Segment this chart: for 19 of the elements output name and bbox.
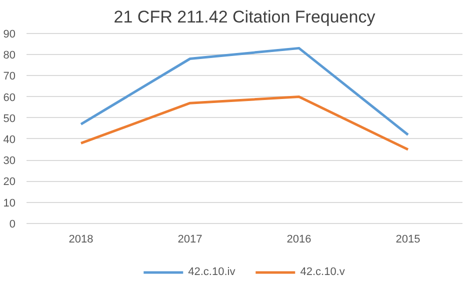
y-tick-label: 10 xyxy=(3,197,16,210)
y-tick-label: 50 xyxy=(3,112,16,125)
y-tick-label: 70 xyxy=(3,70,16,83)
y-tick-label: 60 xyxy=(3,92,16,104)
legend-label: 42.c.10.iv xyxy=(188,266,236,278)
x-tick-label: 2015 xyxy=(396,233,420,246)
legend-label: 42.c.10.v xyxy=(300,266,345,278)
y-tick-label: 0 xyxy=(9,218,16,230)
line-series xyxy=(80,96,410,151)
chart-title: 21 CFR 211.42 Citation Frequency xyxy=(114,8,376,26)
y-tick-label: 20 xyxy=(3,176,16,188)
y-tick-label: 80 xyxy=(3,50,16,62)
y-tick-label: 90 xyxy=(3,28,16,40)
line-series xyxy=(80,46,410,136)
x-tick-label: 2018 xyxy=(68,233,94,246)
x-tick-label: 2016 xyxy=(286,233,312,246)
y-tick-label: 30 xyxy=(3,155,16,168)
x-tick-label: 2017 xyxy=(178,233,202,246)
y-tick-label: 40 xyxy=(3,134,16,146)
